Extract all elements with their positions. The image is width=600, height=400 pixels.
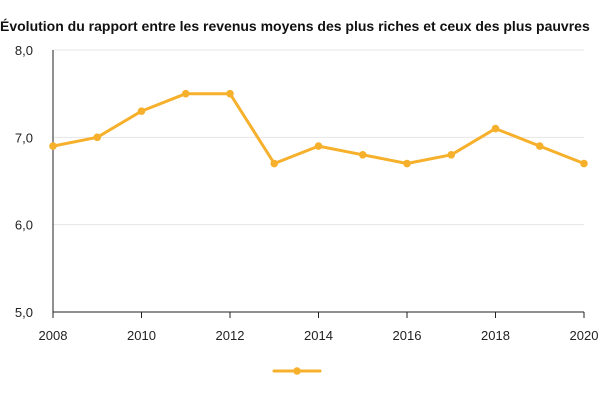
legend-swatch-marker	[293, 367, 301, 375]
data-point[interactable]	[447, 151, 456, 159]
data-point[interactable]	[535, 142, 544, 150]
y-tick-label: 6,0	[15, 218, 33, 233]
x-tick-label: 2018	[481, 328, 510, 343]
series-group	[49, 89, 588, 168]
x-axis-ticks: 2008 2010 2012 2014 2016 2018 2020	[39, 312, 599, 343]
data-point[interactable]	[181, 89, 190, 98]
x-tick-label: 2016	[393, 328, 422, 343]
x-tick-label: 2008	[39, 328, 68, 343]
data-point[interactable]	[93, 133, 102, 142]
y-tick-label: 7,0	[15, 130, 33, 145]
data-point[interactable]	[403, 159, 411, 168]
y-tick-label: 5,0	[15, 305, 33, 320]
data-point[interactable]	[49, 142, 57, 150]
data-point[interactable]	[580, 159, 588, 168]
x-tick-label: 2010	[127, 328, 156, 343]
data-point[interactable]	[314, 142, 323, 150]
data-point[interactable]	[137, 107, 146, 115]
series-line	[51, 92, 586, 165]
gridlines	[53, 49, 584, 226]
legend	[272, 367, 322, 375]
data-point[interactable]	[358, 151, 367, 159]
y-axis-ticks: 5,0 6,0 7,0 8,0	[15, 43, 33, 320]
axes	[52, 50, 584, 313]
chart-title: Évolution du rapport entre les revenus m…	[0, 18, 590, 34]
data-point[interactable]	[226, 89, 234, 98]
x-tick-label: 2014	[304, 328, 333, 343]
data-point[interactable]	[270, 159, 279, 168]
y-tick-label: 8,0	[15, 43, 33, 58]
x-tick-label: 2012	[216, 328, 245, 343]
data-point[interactable]	[491, 124, 500, 133]
x-tick-label: 2020	[570, 328, 599, 343]
